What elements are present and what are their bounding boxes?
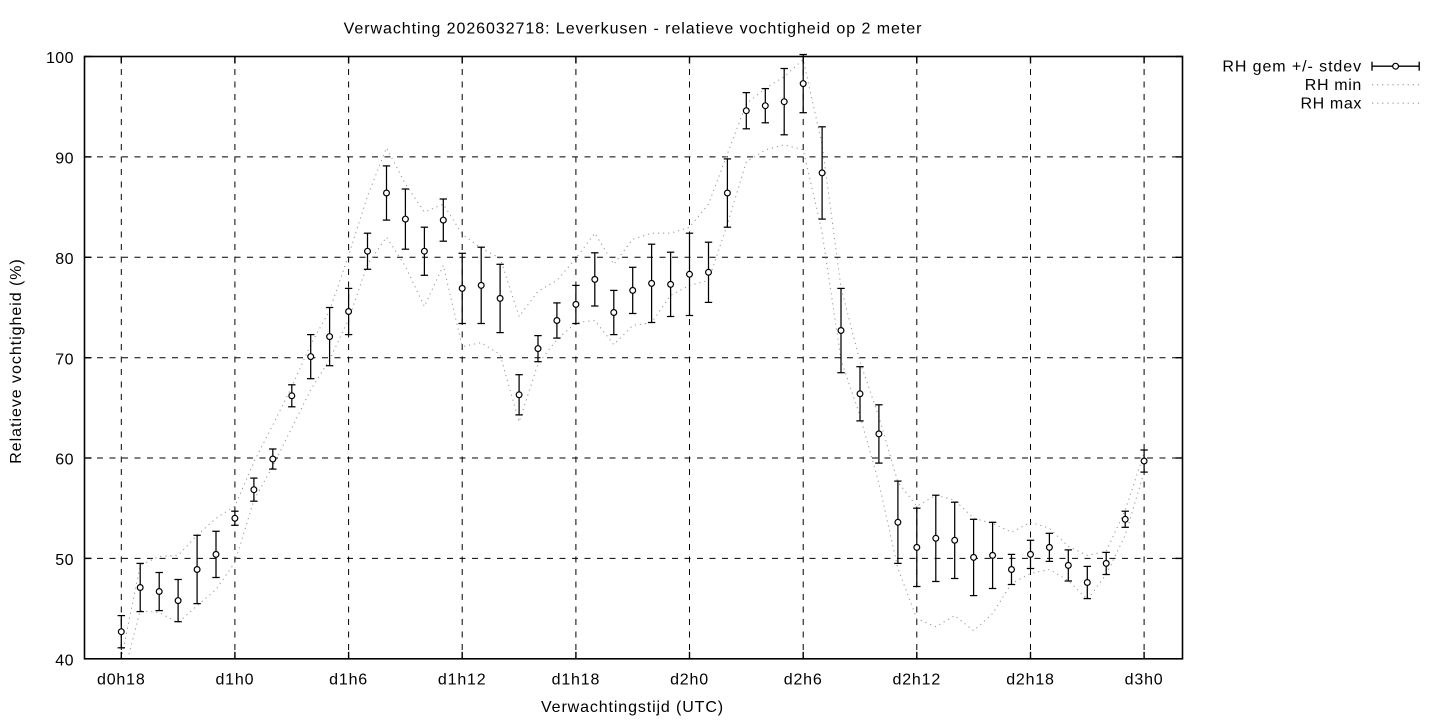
svg-text:Verwachtingstijd (UTC): Verwachtingstijd (UTC) [541, 699, 724, 716]
svg-text:d0h18: d0h18 [97, 672, 146, 689]
svg-text:d1h0: d1h0 [215, 672, 254, 689]
svg-text:d2h6: d2h6 [784, 672, 823, 689]
svg-text:50: 50 [55, 552, 74, 569]
svg-text:Relatieve vochtigheid (%): Relatieve vochtigheid (%) [8, 258, 25, 463]
svg-text:d1h18: d1h18 [552, 672, 601, 689]
svg-text:Verwachting 2026032718: Leverk: Verwachting 2026032718: Leverkusen - rel… [344, 21, 923, 38]
svg-text:80: 80 [55, 251, 74, 268]
svg-text:RH gem +/- stdev: RH gem +/- stdev [1222, 59, 1362, 76]
svg-text:RH max: RH max [1300, 96, 1362, 113]
svg-text:d1h6: d1h6 [329, 672, 368, 689]
svg-text:d1h12: d1h12 [438, 672, 487, 689]
svg-text:d2h0: d2h0 [670, 672, 709, 689]
svg-text:90: 90 [55, 151, 74, 168]
svg-text:RH min: RH min [1305, 77, 1362, 94]
svg-text:40: 40 [55, 653, 74, 670]
svg-text:70: 70 [55, 351, 74, 368]
svg-text:60: 60 [55, 452, 74, 469]
svg-text:d2h18: d2h18 [1006, 672, 1055, 689]
svg-text:d2h12: d2h12 [893, 672, 942, 689]
svg-text:100: 100 [46, 50, 74, 67]
svg-text:d3h0: d3h0 [1125, 672, 1164, 689]
